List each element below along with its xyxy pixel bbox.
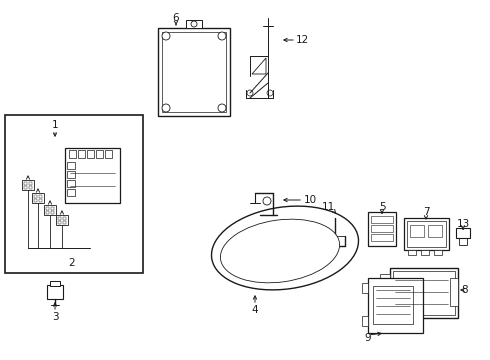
Bar: [428, 225, 442, 237]
Text: 13: 13: [456, 219, 469, 229]
Bar: [368, 212, 396, 246]
Text: 5: 5: [379, 202, 385, 212]
Bar: [368, 278, 423, 333]
Bar: [362, 283, 368, 293]
Bar: [46, 207, 49, 210]
Circle shape: [267, 90, 273, 96]
Bar: [34, 195, 37, 198]
Circle shape: [218, 32, 226, 40]
Ellipse shape: [220, 219, 340, 283]
Bar: [408, 250, 416, 255]
Bar: [34, 199, 37, 202]
Bar: [65, 148, 120, 203]
Bar: [39, 199, 42, 202]
Bar: [380, 274, 390, 283]
Bar: [51, 211, 54, 214]
Bar: [158, 28, 230, 116]
Text: 10: 10: [303, 195, 317, 205]
Bar: [362, 316, 368, 326]
Bar: [29, 182, 32, 185]
Bar: [407, 221, 446, 247]
Bar: [56, 215, 68, 225]
Bar: [186, 20, 202, 28]
Bar: [24, 182, 27, 185]
Bar: [96, 150, 103, 158]
Text: 9: 9: [365, 333, 371, 343]
Bar: [39, 195, 42, 198]
Bar: [410, 225, 424, 237]
Bar: [58, 217, 61, 220]
Bar: [46, 211, 49, 214]
Circle shape: [337, 221, 343, 227]
Circle shape: [247, 90, 253, 96]
Bar: [67, 180, 75, 187]
Bar: [69, 150, 76, 158]
Bar: [50, 281, 60, 286]
Bar: [67, 171, 75, 178]
Bar: [380, 286, 390, 295]
Bar: [29, 186, 32, 189]
Text: 2: 2: [69, 258, 75, 268]
Bar: [87, 150, 94, 158]
Circle shape: [162, 104, 170, 112]
Bar: [32, 193, 44, 203]
Bar: [450, 278, 458, 306]
Text: 7: 7: [423, 207, 429, 217]
Bar: [24, 186, 27, 189]
Bar: [162, 32, 226, 112]
Bar: [371, 234, 393, 241]
Bar: [371, 225, 393, 232]
Bar: [51, 207, 54, 210]
Bar: [404, 218, 449, 250]
Text: 6: 6: [172, 13, 179, 23]
Bar: [380, 298, 390, 307]
Bar: [456, 228, 470, 238]
Circle shape: [191, 21, 197, 27]
Text: 8: 8: [462, 285, 468, 295]
Circle shape: [162, 32, 170, 40]
Text: 3: 3: [51, 312, 58, 322]
Ellipse shape: [212, 206, 359, 290]
Text: 12: 12: [295, 35, 309, 45]
Bar: [390, 268, 458, 318]
Bar: [373, 286, 413, 324]
Bar: [434, 250, 442, 255]
Circle shape: [337, 238, 343, 244]
Bar: [5, 115, 143, 273]
Bar: [67, 162, 75, 169]
Text: 11: 11: [321, 202, 335, 212]
Bar: [105, 150, 112, 158]
Text: 1: 1: [51, 120, 58, 130]
Text: 4: 4: [252, 305, 258, 315]
Bar: [78, 150, 85, 158]
Circle shape: [218, 104, 226, 112]
Circle shape: [263, 197, 271, 205]
Bar: [67, 189, 75, 196]
Bar: [22, 180, 34, 190]
Bar: [421, 250, 429, 255]
Bar: [58, 221, 61, 224]
Bar: [47, 285, 63, 299]
Bar: [371, 216, 393, 223]
Bar: [44, 205, 56, 215]
Bar: [63, 217, 66, 220]
Bar: [63, 221, 66, 224]
Bar: [393, 271, 455, 315]
